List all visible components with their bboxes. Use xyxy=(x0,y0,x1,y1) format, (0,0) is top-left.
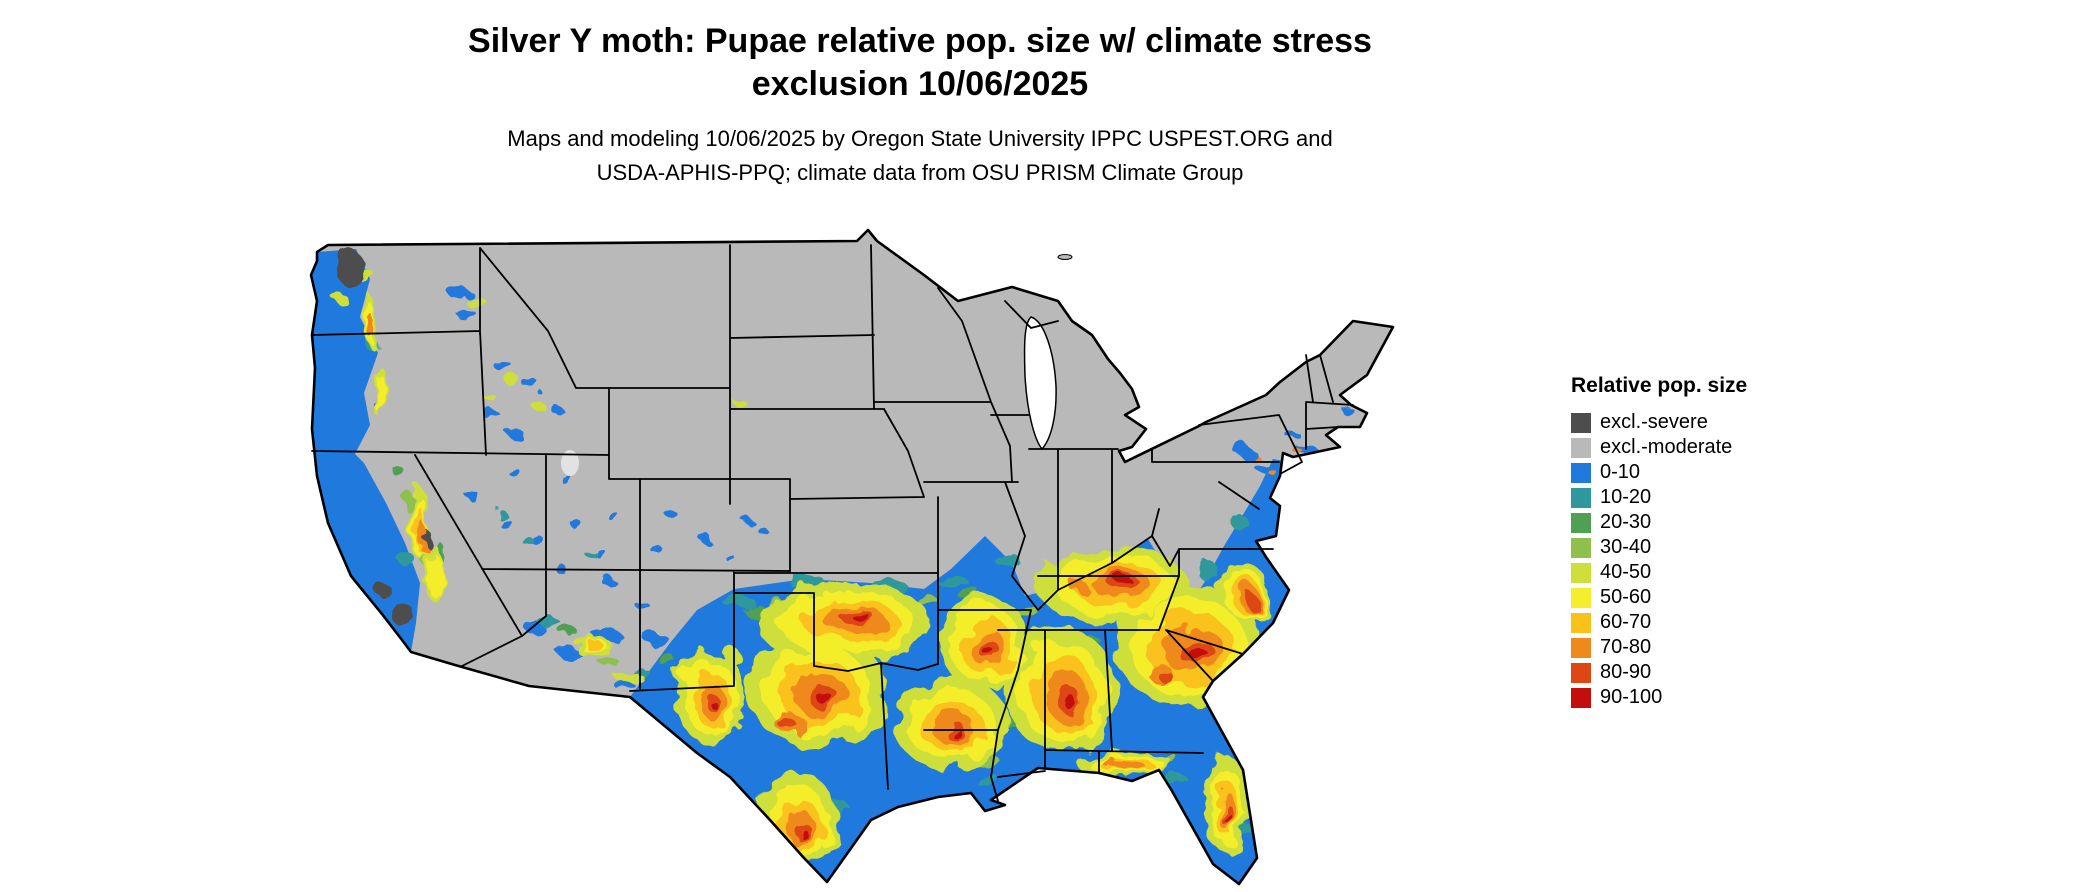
legend-items: excl.-severe excl.-moderate 0-10 10-20 20-30… xyxy=(1571,410,1747,710)
legend-item: 90-100 xyxy=(1571,685,1747,710)
legend-label: 90-100 xyxy=(1600,686,1663,708)
legend-item: 10-20 xyxy=(1571,485,1747,510)
legend-item: 70-80 xyxy=(1571,635,1747,660)
legend-item: 50-60 xyxy=(1571,585,1747,610)
page-title-line2: exclusion 10/06/2025 xyxy=(751,65,1089,103)
great-salt-lake xyxy=(561,450,579,476)
legend-item: 60-70 xyxy=(1571,610,1747,635)
legend-item: 40-50 xyxy=(1571,560,1747,585)
header: Silver Y moth: Pupae relative pop. size … xyxy=(0,20,1840,190)
legend-swatch xyxy=(1571,487,1591,508)
legend: Relative pop. size excl.-severe excl.-mod… xyxy=(1571,374,1747,710)
legend-label: 80-90 xyxy=(1600,661,1652,683)
map-container xyxy=(308,221,1548,891)
legend-label: 20-30 xyxy=(1600,511,1652,533)
legend-item: 80-90 xyxy=(1571,660,1747,685)
legend-item: 20-30 xyxy=(1571,510,1747,535)
legend-label: 30-40 xyxy=(1600,536,1652,558)
legend-label: 60-70 xyxy=(1600,611,1652,633)
legend-item: excl.-severe xyxy=(1571,410,1747,435)
legend-item: 30-40 xyxy=(1571,535,1747,560)
legend-label: 50-60 xyxy=(1600,586,1652,608)
legend-swatch xyxy=(1571,512,1591,533)
legend-item: 0-10 xyxy=(1571,460,1747,485)
legend-label: excl.-severe xyxy=(1600,411,1708,433)
legend-swatch xyxy=(1571,687,1591,708)
legend-label: 10-20 xyxy=(1600,486,1652,508)
legend-swatch xyxy=(1571,662,1591,683)
legend-label: excl.-moderate xyxy=(1600,436,1733,458)
us-map xyxy=(309,228,1395,886)
legend-label: 0-10 xyxy=(1600,461,1641,483)
legend-label: 70-80 xyxy=(1600,636,1652,658)
legend-item: excl.-moderate xyxy=(1571,435,1747,460)
legend-swatch xyxy=(1571,437,1591,458)
legend-swatch xyxy=(1571,462,1591,483)
us-outline xyxy=(309,228,1395,886)
legend-swatch xyxy=(1571,412,1591,433)
legend-swatch xyxy=(1571,612,1591,633)
page-title-line1: Silver Y moth: Pupae relative pop. size … xyxy=(468,22,1372,60)
raster-90-100 xyxy=(712,578,1231,839)
state-borders xyxy=(311,244,1354,802)
legend-swatch xyxy=(1571,637,1591,658)
legend-label: 40-50 xyxy=(1600,561,1652,583)
subtitle-line2: USDA-APHIS-PPQ; climate data from OSU PR… xyxy=(596,160,1244,185)
raster-excl-severe xyxy=(336,250,430,626)
legend-swatch xyxy=(1571,562,1591,583)
legend-swatch xyxy=(1571,537,1591,558)
isle-royale xyxy=(1057,254,1073,260)
legend-swatch xyxy=(1571,587,1591,608)
legend-title: Relative pop. size xyxy=(1571,374,1748,397)
subtitle-line1: Maps and modeling 10/06/2025 by Oregon S… xyxy=(507,126,1333,151)
